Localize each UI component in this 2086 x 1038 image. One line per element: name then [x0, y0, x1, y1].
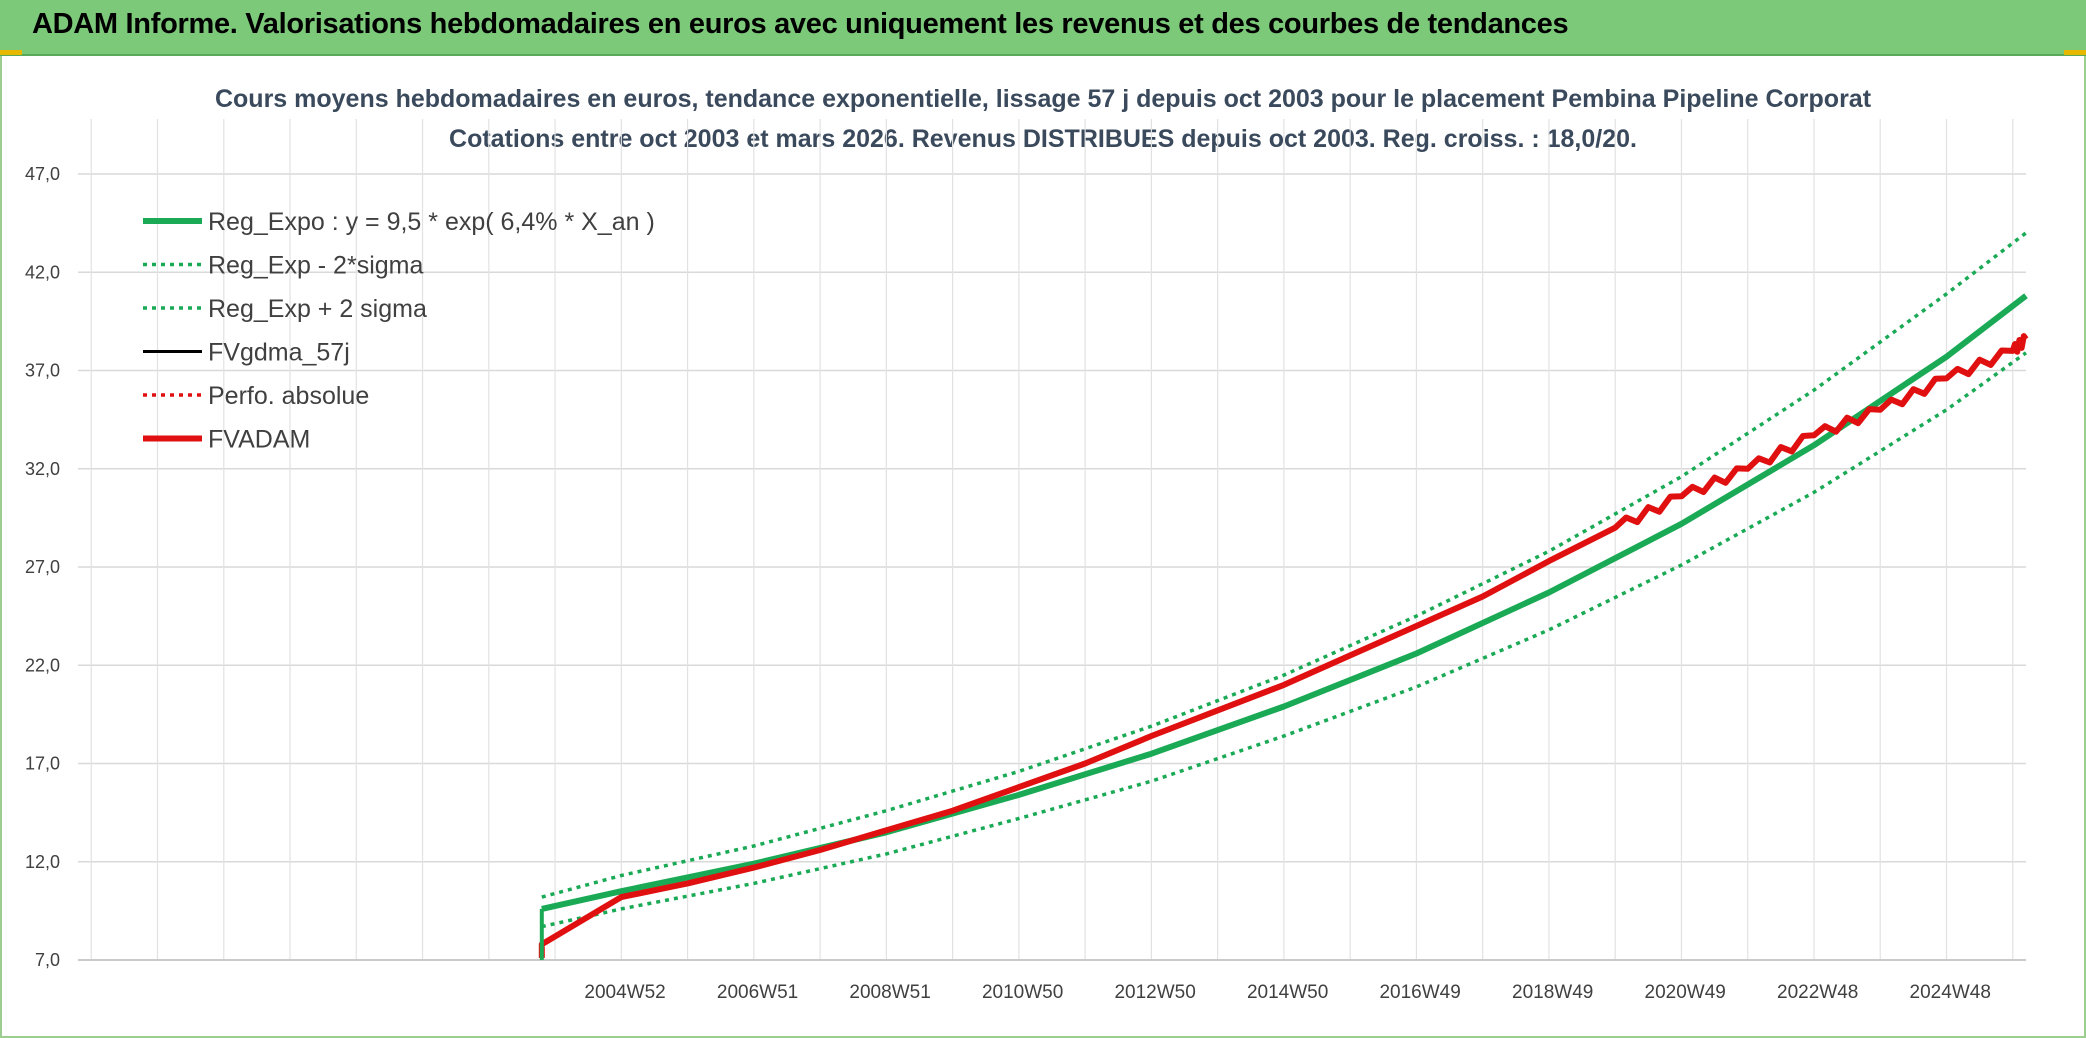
y-axis-ticks: 7,0 12,0 17,0 22,0 27,0 32,0 37,0 42,0 47,0	[25, 164, 60, 970]
y-tick-label: 37,0	[25, 361, 60, 381]
y-tick-label: 32,0	[25, 459, 60, 479]
y-tick-label: 42,0	[25, 262, 60, 282]
corner-accent-right	[2064, 50, 2086, 55]
series-lines	[538, 231, 2029, 960]
chart-title: Cours moyens hebdomadaires en euros, ten…	[214, 85, 1872, 113]
x-tick-label: 2020W49	[1645, 982, 1726, 1003]
legend-label: Perfo. absolue	[208, 382, 369, 410]
legend-label: Reg_Exp - 2*sigma	[208, 252, 423, 280]
legend-label: FVADAM	[208, 426, 310, 454]
y-tick-label: 22,0	[25, 655, 60, 675]
x-axis-ticks: 2004W52 2006W51 2008W51 2010W50 2012W50 2014W…	[584, 982, 1991, 1003]
x-tick-label: 2014W50	[1247, 982, 1328, 1003]
x-tick-label: 2006W51	[717, 982, 798, 1003]
report-title: ADAM Informe. Valorisations hebdomadaire…	[32, 8, 1569, 40]
x-tick-label: 2012W50	[1114, 982, 1195, 1003]
legend-label: Reg_Exp + 2 sigma	[208, 295, 427, 323]
x-tick-label: 2018W49	[1512, 982, 1593, 1003]
x-tick-label: 2022W48	[1777, 982, 1858, 1003]
x-tick-label: 2024W48	[1910, 982, 1991, 1003]
y-tick-label: 7,0	[35, 950, 60, 970]
y-tick-label: 12,0	[25, 852, 60, 872]
series-line-0	[541, 293, 2028, 912]
legend-label: FVgdma_57j	[208, 339, 350, 367]
report-header: ADAM Informe. Valorisations hebdomadaire…	[0, 0, 2086, 56]
x-tick-label: 2016W49	[1379, 982, 1460, 1003]
x-tick-label: 2010W50	[982, 982, 1063, 1003]
chart-subtitle: Cotations entre oct 2003 et mars 2026. R…	[449, 125, 1637, 153]
x-tick-label: 2008W51	[849, 982, 930, 1003]
y-tick-label: 47,0	[25, 164, 60, 184]
series-line-5	[538, 333, 2029, 958]
y-tick-label: 27,0	[25, 557, 60, 577]
x-tick-label: 2004W52	[584, 982, 665, 1003]
corner-accent-left	[0, 50, 22, 55]
legend-label: Reg_Expo : y = 9,5 * exp( 6,4% * X_an )	[208, 208, 655, 236]
series-line-1	[541, 351, 2028, 929]
y-tick-label: 17,0	[25, 754, 60, 774]
series-line-2	[541, 231, 2028, 899]
grid-lines	[78, 119, 2026, 961]
legend: Reg_Expo : y = 9,5 * exp( 6,4% * X_an ) R…	[143, 208, 655, 454]
